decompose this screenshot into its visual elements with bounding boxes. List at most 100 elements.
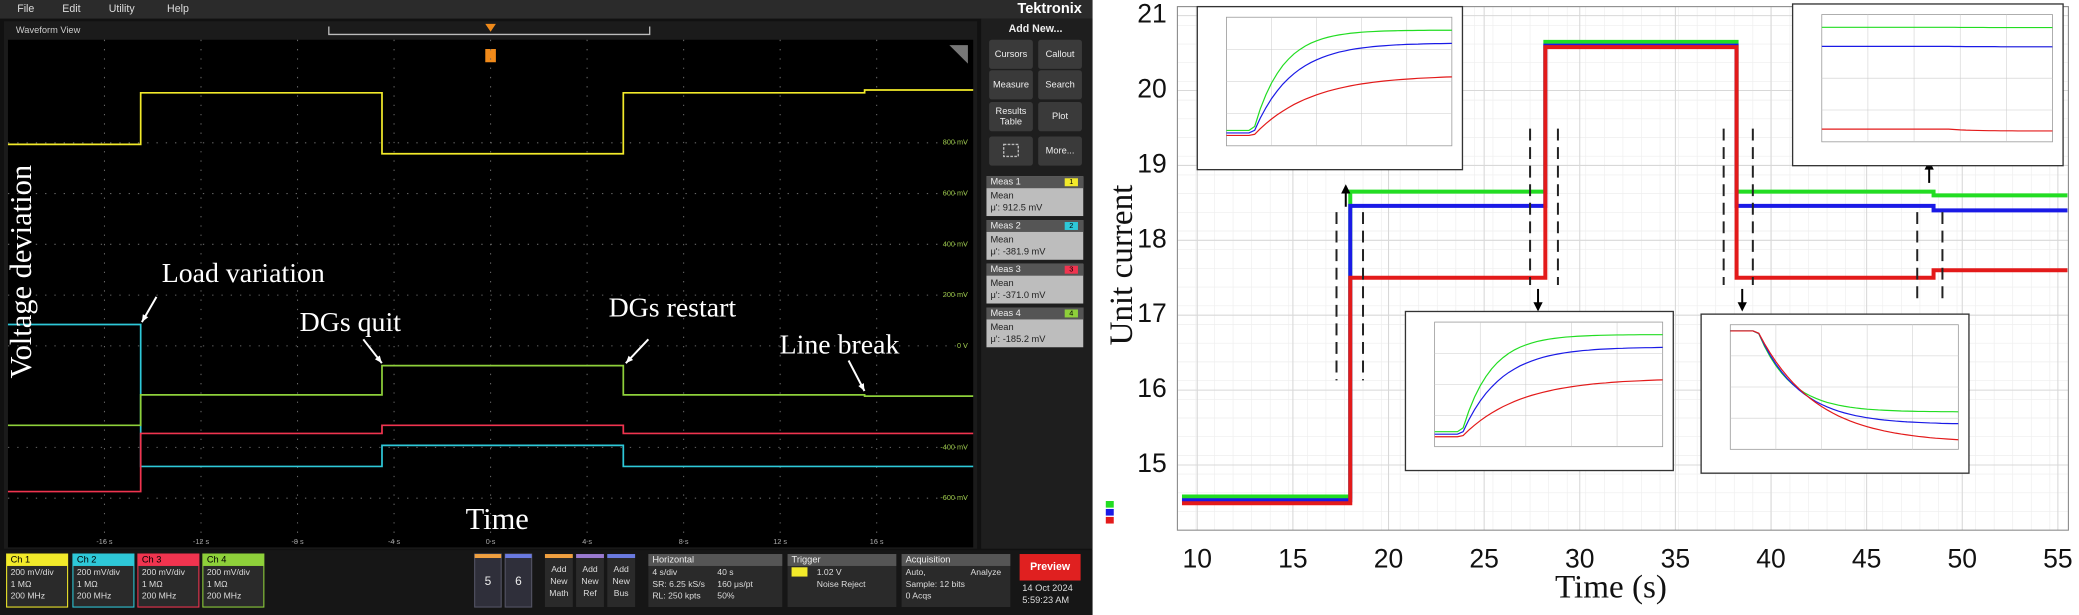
meas-header: [986, 220, 1084, 232]
y-tick-label: 0 V: [957, 341, 968, 350]
add-new-button[interactable]: [607, 554, 636, 608]
channel-setting: 200 mV/div: [142, 567, 186, 577]
menu-item[interactable]: Utility: [109, 3, 136, 15]
button[interactable]: [1038, 70, 1082, 100]
date-time: 14 Oct 2024: [1022, 583, 1072, 593]
settings-title: Trigger: [792, 554, 821, 564]
legend-swatch: [1105, 501, 1114, 508]
button[interactable]: [989, 102, 1033, 132]
button[interactable]: [989, 136, 1033, 166]
series-line: [7, 323, 974, 468]
button-label: Measure: [993, 79, 1029, 89]
button-label: Search: [1045, 79, 1074, 89]
button-label: Table: [1000, 116, 1022, 126]
add-new-top: [576, 554, 604, 559]
brand: Tektronix: [1017, 1, 1082, 17]
y-tick-label: 18: [1137, 223, 1166, 253]
meas-stat: Mean: [990, 191, 1013, 201]
y-tick-label: 17: [1137, 298, 1166, 328]
y-tick-label: 800 mV: [943, 138, 968, 147]
settings-value: SR: 6.25 kS/s: [652, 579, 705, 589]
channel-setting: 1 MΩ: [207, 579, 228, 589]
add-new-label: Bus: [614, 588, 629, 598]
channel-header: [6, 554, 68, 566]
meas-value: μ': -185.2 mV: [990, 334, 1046, 344]
menu-bar: [0, 0, 1093, 19]
x-tick-label: 35: [1661, 544, 1690, 574]
button-label: Results: [996, 106, 1027, 116]
y-tick-label: 21: [1137, 0, 1166, 29]
extra-channel[interactable]: [504, 553, 533, 608]
meas-stat: Mean: [990, 278, 1013, 288]
y-tick-label: -600 mV: [940, 493, 968, 502]
channel-setting: 200 mV/div: [11, 567, 55, 577]
view-title: Waveform View: [16, 25, 81, 35]
channel-name: Ch 2: [77, 554, 97, 564]
y-axis-label: Voltage deviation: [4, 165, 38, 379]
x-axis-label: Time: [466, 502, 529, 536]
add-new-top: [544, 554, 573, 559]
channel-setting: 1 MΩ: [11, 579, 32, 589]
y-tick-label: 400 mV: [943, 239, 968, 248]
annotation: DGs quit: [300, 307, 402, 338]
settings-header: [787, 554, 897, 566]
channel-setting: 200 mV/div: [207, 567, 251, 577]
corner-handle: [949, 45, 968, 64]
menu-item[interactable]: File: [17, 3, 34, 15]
x-tick-label: 8 s: [679, 537, 689, 546]
arrow-head: [1341, 184, 1351, 194]
x-tick-label: 16 s: [870, 537, 884, 546]
channel-setting: 200 MHz: [142, 591, 176, 601]
add-new-button[interactable]: [576, 554, 604, 608]
side-title: Add New...: [1009, 23, 1063, 35]
x-tick-label: 12 s: [773, 537, 787, 546]
x-tick-label: 40: [1756, 544, 1785, 574]
meas-badge-text: 4: [1069, 308, 1073, 317]
add-new-top: [607, 554, 636, 559]
button[interactable]: [1038, 102, 1082, 132]
annotation: Load variation: [162, 258, 325, 289]
x-tick-label: 45: [1852, 544, 1881, 574]
preview-button[interactable]: [1019, 554, 1081, 581]
meas-badge: [1064, 178, 1078, 187]
button[interactable]: [989, 70, 1033, 100]
settings-header: [901, 554, 1011, 566]
button[interactable]: [1038, 39, 1082, 69]
trigger-marker: [485, 23, 496, 63]
settings-header: [648, 554, 783, 566]
x-tick-label: -8 s: [291, 537, 303, 546]
x-tick-label: 55: [2043, 544, 2072, 574]
channel-header: [202, 554, 264, 566]
menu-item[interactable]: Edit: [62, 3, 80, 15]
channel-setting: 1 MΩ: [77, 579, 98, 589]
settings-value: Analyze: [971, 567, 1002, 577]
settings-title: Acquisition: [906, 554, 951, 564]
channel-setting: 1 MΩ: [142, 579, 163, 589]
inset-curve: [1226, 42, 1452, 134]
meas-value: μ': -371.0 mV: [990, 290, 1046, 300]
inset-curve: [1226, 29, 1452, 132]
x-tick-label: 0 s: [486, 537, 496, 546]
inset-curve: [1434, 346, 1663, 435]
y-tick-label: 16: [1137, 373, 1166, 403]
add-new-button[interactable]: [544, 554, 573, 608]
meas-label: Meas 3: [990, 264, 1020, 274]
waveform-area: [7, 39, 974, 548]
settings-value: 50%: [717, 591, 735, 601]
add-new-label: New: [581, 576, 599, 586]
button[interactable]: [989, 39, 1033, 69]
series-line: [7, 424, 974, 493]
inset-curve: [1730, 330, 1959, 441]
x-tick-label: -16 s: [96, 537, 113, 546]
button[interactable]: [1038, 136, 1082, 166]
button-label: Plot: [1052, 111, 1068, 121]
arrow-head: [625, 355, 634, 364]
menu-item[interactable]: Help: [167, 3, 189, 15]
extra-channel[interactable]: [474, 553, 502, 608]
settings-value: Sample: 12 bits: [906, 579, 965, 589]
inset-curve: [1434, 334, 1663, 433]
trigger-source: [791, 567, 808, 577]
add-new-label: New: [550, 576, 568, 586]
settings-value: 1.02 V: [817, 567, 842, 577]
